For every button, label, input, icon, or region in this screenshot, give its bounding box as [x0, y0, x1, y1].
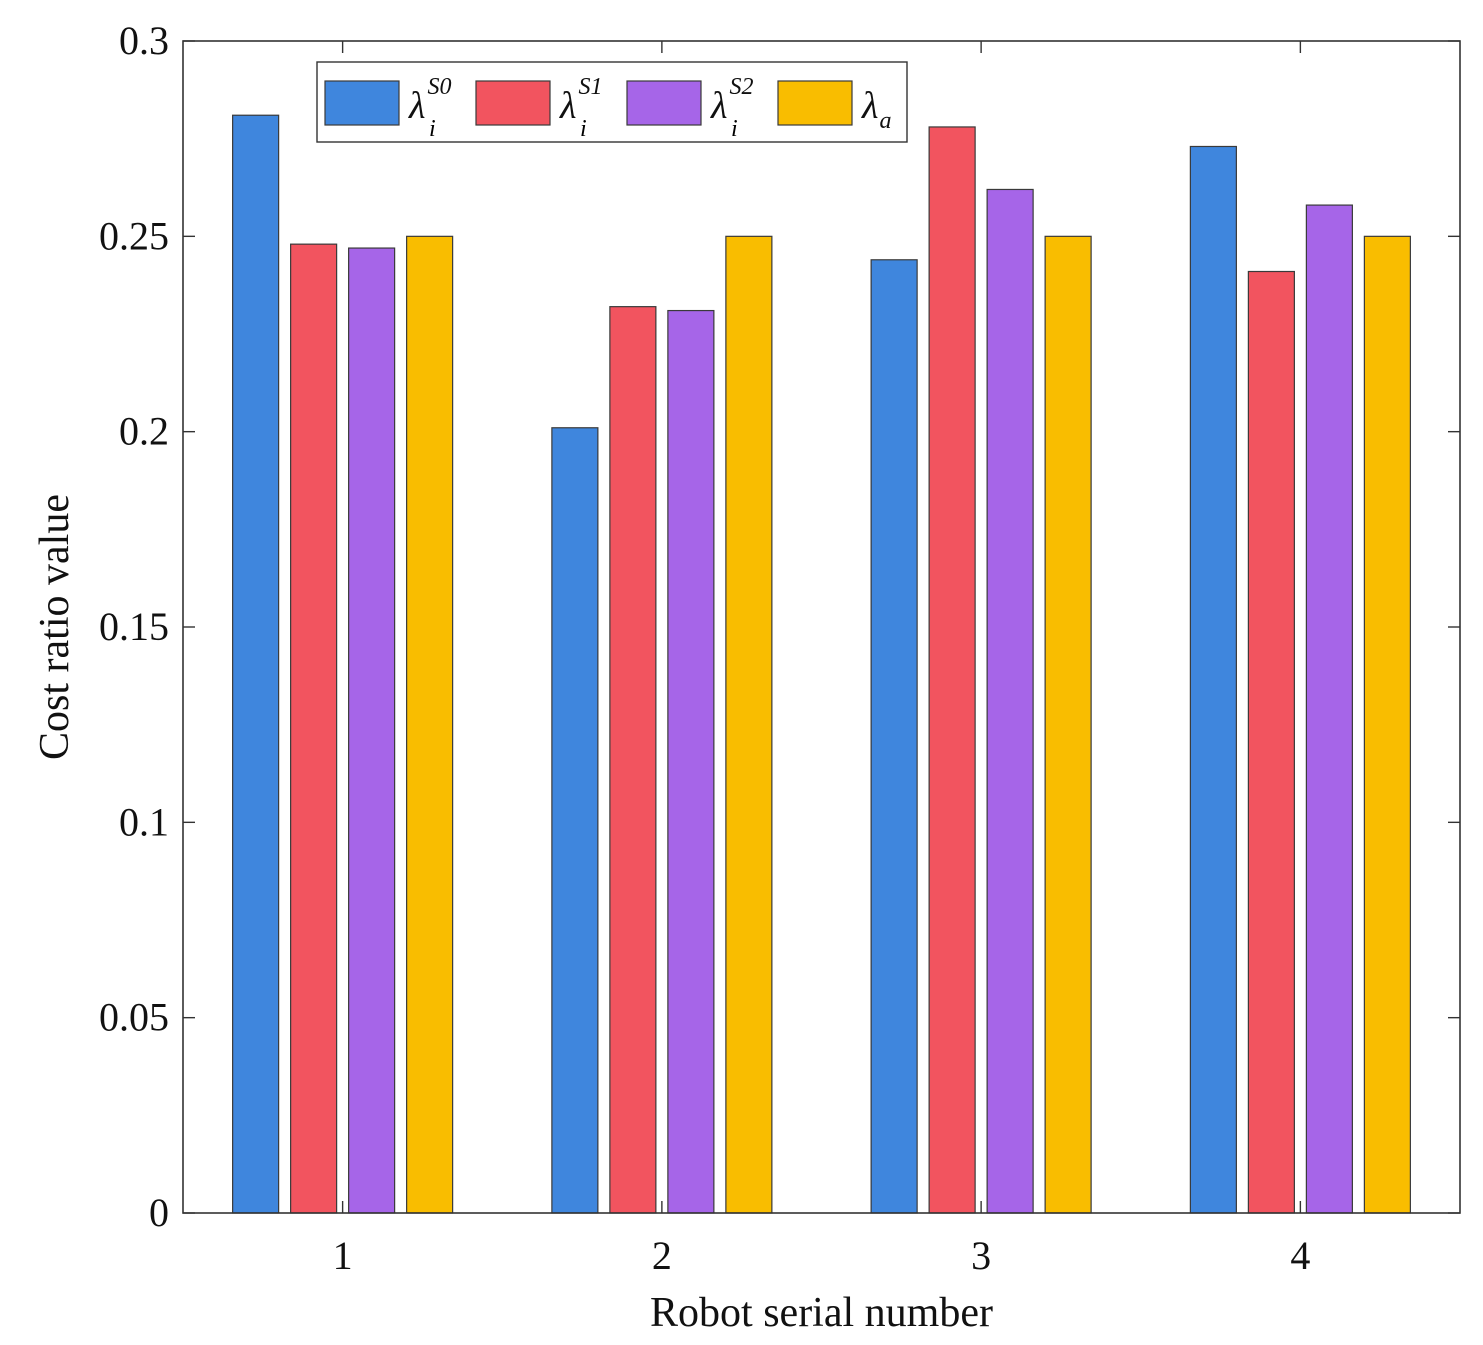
- x-tick-label: 2: [652, 1233, 672, 1278]
- y-tick-label: 0.1: [119, 799, 169, 844]
- legend-label: λS2: [710, 74, 753, 127]
- bar-series-2-robot-3: [928, 126, 976, 1214]
- bar-series-4-robot-3: [1044, 235, 1092, 1214]
- bar-series-3-robot-1: [348, 247, 396, 1214]
- x-tick-label: 3: [971, 1233, 991, 1278]
- bar-series-2-robot-1: [290, 243, 338, 1214]
- bar-series-4-robot-1: [406, 235, 454, 1214]
- legend-swatch: [626, 80, 702, 126]
- axis-ticks: [183, 40, 1460, 1214]
- x-tick-labels: 1 2 3 4: [333, 1233, 1311, 1278]
- legend-swatch: [777, 80, 853, 126]
- legend-label: λS0: [408, 74, 451, 127]
- bar-series-1-robot-3: [870, 259, 918, 1214]
- bar-series-2-robot-4: [1247, 270, 1295, 1214]
- bar-series-3-robot-3: [986, 188, 1034, 1214]
- legend-subscript: i: [429, 116, 436, 142]
- legend-label: λS1: [559, 74, 602, 127]
- y-tick-label: 0.05: [99, 995, 169, 1040]
- y-tick-label: 0: [149, 1190, 169, 1235]
- bar-series-1-robot-1: [232, 114, 280, 1214]
- bar-series-4-robot-2: [725, 235, 773, 1214]
- x-axis-label: Robot serial number: [650, 1290, 993, 1336]
- x-tick-label: 1: [333, 1233, 353, 1278]
- legend-swatch: [324, 80, 400, 126]
- y-tick-label: 0.2: [119, 409, 169, 454]
- bar-series-1-robot-4: [1189, 145, 1237, 1214]
- y-tick-label: 0.3: [119, 18, 169, 63]
- bar-series-3-robot-2: [667, 309, 715, 1214]
- y-tick-labels: 0 0.05 0.1 0.15 0.2 0.25 0.3: [99, 18, 169, 1235]
- legend-subscript: i: [580, 116, 587, 142]
- y-tick-label: 0.15: [99, 604, 169, 649]
- legend-label: λa: [861, 85, 891, 134]
- legend-subscript: i: [731, 116, 738, 142]
- bar-series-1-robot-2: [551, 427, 599, 1214]
- y-tick-label: 0.25: [99, 213, 169, 258]
- bar-series-4-robot-4: [1363, 235, 1411, 1214]
- bar-series-2-robot-2: [609, 306, 657, 1214]
- y-axis-label: Cost ratio value: [32, 494, 78, 760]
- legend-swatch: [475, 80, 551, 126]
- bar-series-3-robot-4: [1305, 204, 1353, 1214]
- x-tick-label: 4: [1290, 1233, 1310, 1278]
- bars-group: [232, 114, 1411, 1214]
